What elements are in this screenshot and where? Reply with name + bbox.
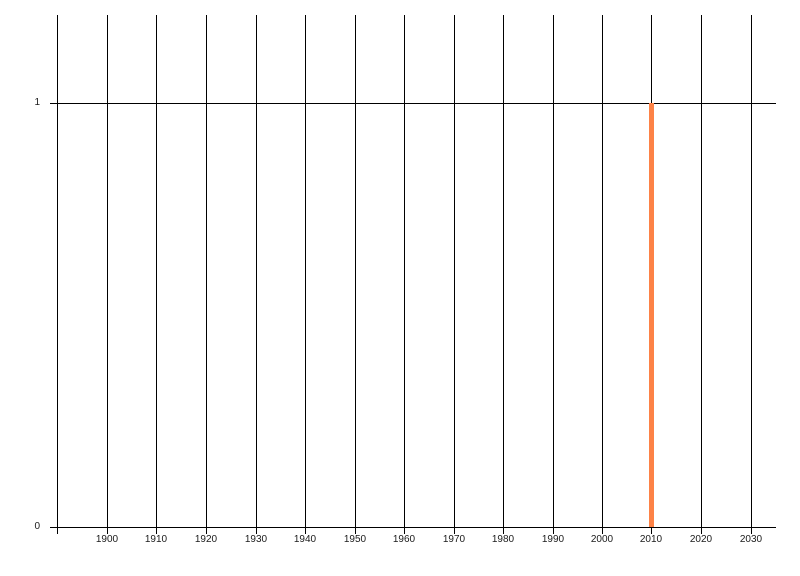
gridline-1970 (454, 15, 455, 534)
x-tick-label-1960: 1960 (392, 534, 416, 545)
x-tick-label-1970: 1970 (442, 534, 466, 545)
x-tick-label-2000: 2000 (590, 534, 614, 545)
gridline-2020 (701, 15, 702, 534)
bar-2010[interactable] (649, 103, 654, 527)
gridline-1950 (355, 15, 356, 534)
gridline-1980 (503, 15, 504, 534)
x-tick-label-1920: 1920 (194, 534, 218, 545)
x-tick-label-2030: 2030 (739, 534, 763, 545)
x-tick-label-1910: 1910 (144, 534, 168, 545)
x-tick-label-1950: 1950 (343, 534, 367, 545)
x-axis-line (50, 527, 776, 528)
gridline-1890 (57, 15, 58, 534)
gridline-2030 (751, 15, 752, 534)
gridline-1940 (305, 15, 306, 534)
y-tick-label-0: 0 (34, 521, 40, 532)
x-tick-label-1980: 1980 (491, 534, 515, 545)
gridline-1930 (256, 15, 257, 534)
x-tick-label-1990: 1990 (541, 534, 565, 545)
gridline-1910 (156, 15, 157, 534)
x-tick-label-1900: 1900 (95, 534, 119, 545)
gridline-1960 (404, 15, 405, 534)
gridline-y-1 (50, 103, 776, 104)
gridline-2000 (602, 15, 603, 534)
gridline-1920 (206, 15, 207, 534)
x-tick-label-1940: 1940 (293, 534, 317, 545)
x-tick-label-1930: 1930 (244, 534, 268, 545)
x-tick-label-2010: 2010 (639, 534, 663, 545)
gridline-1990 (553, 15, 554, 534)
y-tick-label-1: 1 (34, 97, 40, 108)
x-tick-label-2020: 2020 (689, 534, 713, 545)
gridline-1900 (107, 15, 108, 534)
